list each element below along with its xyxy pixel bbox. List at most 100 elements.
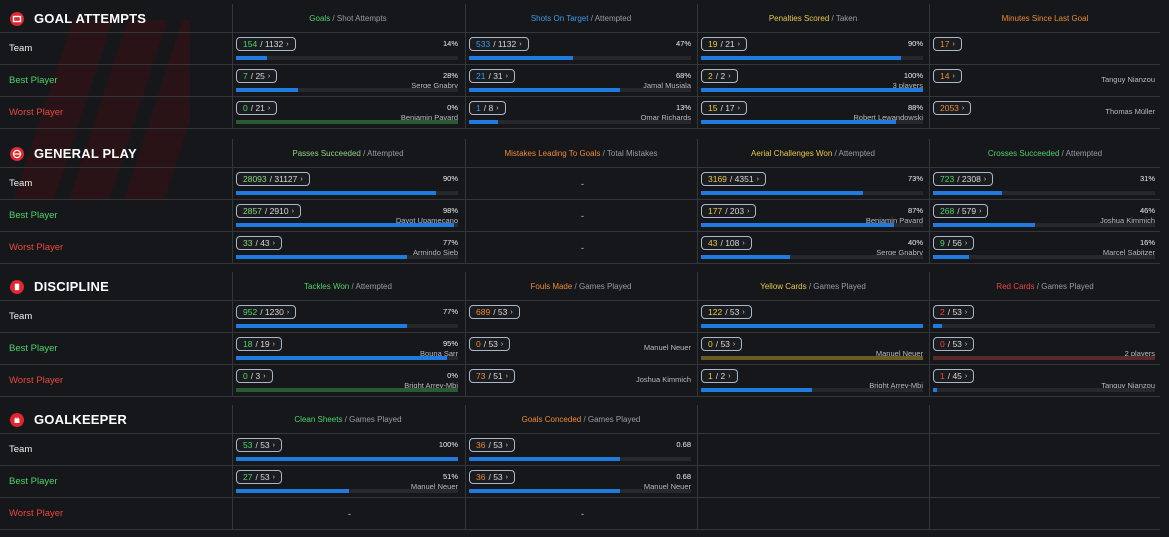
chevron-right-icon: › bbox=[286, 308, 290, 316]
progress-fill bbox=[933, 388, 938, 392]
row-label-best: Best Player bbox=[9, 210, 58, 221]
ball-icon bbox=[10, 146, 24, 161]
chevron-right-icon: › bbox=[728, 72, 731, 80]
stat-pill-button[interactable]: 53/ 53 › bbox=[236, 438, 282, 452]
stat-pill-button[interactable]: 9/ 56 › bbox=[933, 236, 975, 250]
stat-pill-button[interactable]: 533/ 1132 › bbox=[469, 37, 529, 51]
stat-pill-button[interactable]: 2/ 2 › bbox=[701, 69, 738, 83]
column-header-denominator: / Total Mistakes bbox=[600, 149, 658, 158]
column-header-key: Minutes Since Last Goal bbox=[1001, 14, 1089, 23]
stat-pill-button[interactable]: 952/ 1230 › bbox=[236, 305, 297, 319]
stat-cell-team: - bbox=[465, 167, 697, 198]
stat-pill-button[interactable]: 21/ 31 › bbox=[469, 69, 515, 83]
progress-fill bbox=[236, 88, 299, 92]
stat-cell-team: 28093/ 31127 › 90% bbox=[232, 167, 464, 198]
stat-pill-button[interactable]: 18/ 19 › bbox=[236, 337, 282, 351]
stat-pill-button[interactable]: 2/ 53 › bbox=[933, 305, 975, 319]
chevron-right-icon: › bbox=[737, 104, 740, 112]
stat-percent: 73% bbox=[907, 174, 923, 183]
stat-pill-button[interactable]: 1/ 2 › bbox=[701, 369, 738, 383]
stat-pill-button[interactable]: 723/ 2308 › bbox=[933, 172, 994, 186]
stat-pill-button[interactable]: 2857/ 2910 › bbox=[236, 204, 301, 218]
row-label-team: Team bbox=[9, 43, 33, 54]
chevron-right-icon: › bbox=[272, 239, 275, 247]
row-divider bbox=[0, 497, 1160, 498]
player-name: Robert Lewandowski bbox=[853, 113, 923, 122]
progress-track bbox=[236, 120, 458, 124]
progress-track bbox=[236, 489, 458, 493]
stat-total: / 56 bbox=[947, 238, 962, 248]
stat-pill-button[interactable]: 15/ 17 › bbox=[701, 101, 747, 115]
stat-pill-button[interactable]: 0/ 53 › bbox=[933, 337, 975, 351]
stat-total: / 53 bbox=[493, 307, 508, 317]
stat-pill-button[interactable]: 177/ 203 › bbox=[701, 204, 757, 218]
stat-value: 15 bbox=[708, 103, 718, 113]
stat-pill-button[interactable]: 0/ 53 › bbox=[469, 337, 511, 351]
section-general-play: GENERAL PLAY Team Best Player Worst Player P… bbox=[0, 137, 1169, 269]
stat-percent: 90% bbox=[442, 174, 458, 183]
stat-pill-button[interactable]: 27/ 53 › bbox=[236, 470, 282, 484]
stat-pill-button[interactable]: 19/ 21 › bbox=[701, 37, 747, 51]
progress-fill bbox=[701, 56, 901, 60]
progress-track bbox=[933, 191, 1155, 195]
stat-value: 73 bbox=[476, 371, 486, 381]
stat-value: 723 bbox=[940, 174, 955, 184]
stat-pill-button[interactable]: 1/ 8 › bbox=[469, 101, 506, 115]
stat-pill-button[interactable]: 122/ 53 › bbox=[701, 305, 752, 319]
column-header-denominator: / Attempted bbox=[1059, 149, 1103, 158]
stat-pill-button[interactable]: 3169/ 4351 › bbox=[701, 172, 766, 186]
chevron-right-icon: › bbox=[300, 175, 303, 183]
empty-value: - bbox=[581, 509, 584, 519]
stat-pill-button[interactable]: 14 › bbox=[933, 69, 962, 83]
stat-pill-button[interactable]: 17 › bbox=[933, 37, 962, 51]
stat-cell-team: 689/ 53 › bbox=[465, 300, 697, 331]
stat-cell-best: 0/ 53 › 2 players bbox=[929, 332, 1161, 363]
column-header-denominator: / Attempted bbox=[588, 14, 632, 23]
stat-pill-button[interactable]: 154/ 1132 › bbox=[236, 37, 296, 51]
stat-cell-team: 154/ 1132 › 14% bbox=[232, 32, 464, 63]
player-name: 2 players bbox=[1124, 349, 1155, 358]
stat-pill-button[interactable]: 28093/ 31127 › bbox=[236, 172, 310, 186]
stat-pill-button[interactable]: 36/ 53 › bbox=[469, 438, 515, 452]
chevron-right-icon: › bbox=[742, 239, 745, 247]
stat-total: / 203 bbox=[725, 206, 745, 216]
stat-pill-button[interactable]: 0/ 21 › bbox=[236, 101, 278, 115]
row-label-worst: Worst Player bbox=[9, 375, 64, 386]
stat-pill-button[interactable]: 43/ 108 › bbox=[701, 236, 752, 250]
section-title-text: GOAL ATTEMPTS bbox=[34, 11, 147, 26]
stat-pill-button[interactable]: 33/ 43 › bbox=[236, 236, 282, 250]
column-header: Goals Conceded / Games Played bbox=[465, 415, 697, 424]
stat-value: 27 bbox=[243, 472, 253, 482]
stat-pill-button[interactable]: 0/ 53 › bbox=[701, 337, 743, 351]
stat-percent: 46% bbox=[1139, 206, 1155, 215]
chevron-right-icon: › bbox=[952, 72, 955, 80]
stat-cell-team: 19/ 21 › 90% bbox=[697, 32, 929, 63]
stat-percent: 51% bbox=[442, 472, 458, 481]
stat-cell-worst: 2053 › Thomas Müller bbox=[929, 96, 1161, 127]
stat-pill-button[interactable]: 2053 › bbox=[933, 101, 972, 115]
stat-cell-worst: - bbox=[465, 497, 697, 528]
stat-pill-button[interactable]: 0/ 3 › bbox=[236, 369, 273, 383]
stat-pill-button[interactable]: 689/ 53 › bbox=[469, 305, 520, 319]
progress-track bbox=[469, 88, 691, 92]
column-header-denominator: / Games Played bbox=[342, 415, 402, 424]
column-header-denominator: / Games Played bbox=[581, 415, 641, 424]
progress-track bbox=[701, 120, 923, 124]
progress-track bbox=[701, 255, 923, 259]
stat-pill-button[interactable]: 1/ 45 › bbox=[933, 369, 975, 383]
stat-pill-button[interactable]: 73/ 51 › bbox=[469, 369, 515, 383]
stat-cell-team: 53/ 53 › 100% bbox=[232, 433, 464, 464]
stat-pill-button[interactable]: 7/ 25 › bbox=[236, 69, 278, 83]
stat-total: / 579 bbox=[957, 206, 977, 216]
stat-pill-button[interactable]: 268/ 579 › bbox=[933, 204, 989, 218]
progress-track bbox=[469, 120, 691, 124]
column-header: Goals / Shot Attempts bbox=[232, 14, 464, 23]
section-title: GOAL ATTEMPTS bbox=[10, 11, 146, 26]
glove-icon bbox=[10, 412, 24, 427]
stat-value: 0 bbox=[243, 103, 248, 113]
stat-pill-button[interactable]: 36/ 53 › bbox=[469, 470, 515, 484]
stat-percent: 77% bbox=[442, 307, 458, 316]
stat-total: / 53 bbox=[947, 339, 962, 349]
stat-cell-best: 2857/ 2910 › 98% Dayot Upamecano bbox=[232, 199, 464, 230]
progress-track bbox=[236, 191, 458, 195]
